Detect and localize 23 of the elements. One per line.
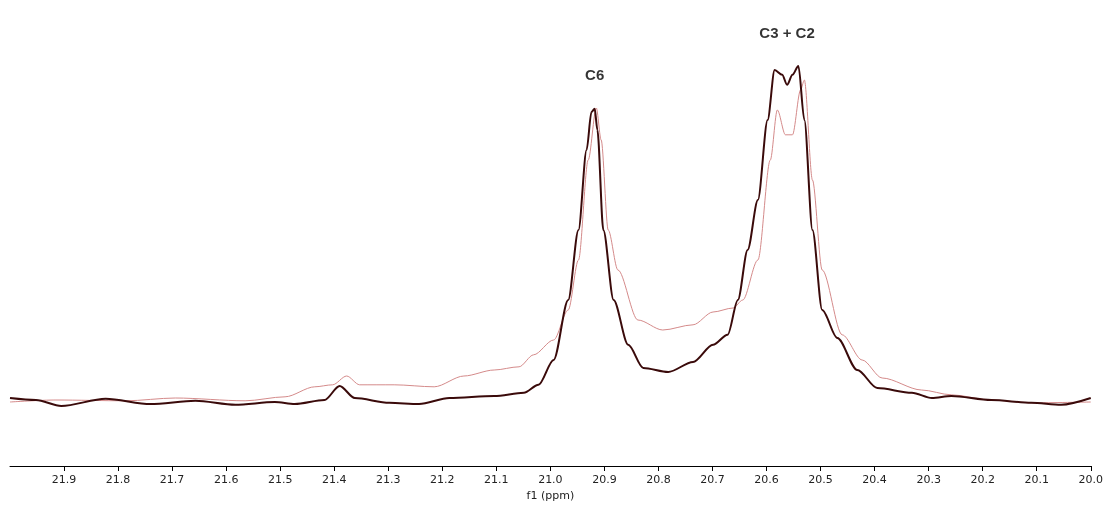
x-tick-label: 20.7 [700,473,725,486]
x-tick-label: 21.2 [430,473,455,486]
x-tick-label: 21.1 [484,473,509,486]
x-tick-label: 20.8 [646,473,671,486]
annotation: C6 [585,66,605,83]
x-tick-label: 21.9 [51,473,77,486]
x-axis-title: f1 (ppm) [526,489,575,502]
x-tick-label: 20.0 [1078,473,1103,486]
x-tick-label: 20.1 [1024,473,1049,486]
x-tick-label: 21.5 [267,473,293,486]
x-tick-label: 21.4 [321,473,347,486]
x-tick-label: 21.6 [213,473,239,486]
annotation: C3 + C2 [759,24,815,41]
x-tick-label: 20.9 [592,473,617,486]
x-tick-label: 21.3 [376,473,401,486]
x-tick-label: 20.2 [970,473,995,486]
x-tick-label: 20.3 [916,473,941,486]
x-tick-label: 20.4 [862,473,887,486]
x-tick-label: 21.7 [159,473,185,486]
x-tick-label: 20.6 [754,473,779,486]
x-tick-label: 21.8 [105,473,131,486]
x-tick-label: 20.5 [808,473,833,486]
x-tick-label: 21.0 [538,473,563,486]
